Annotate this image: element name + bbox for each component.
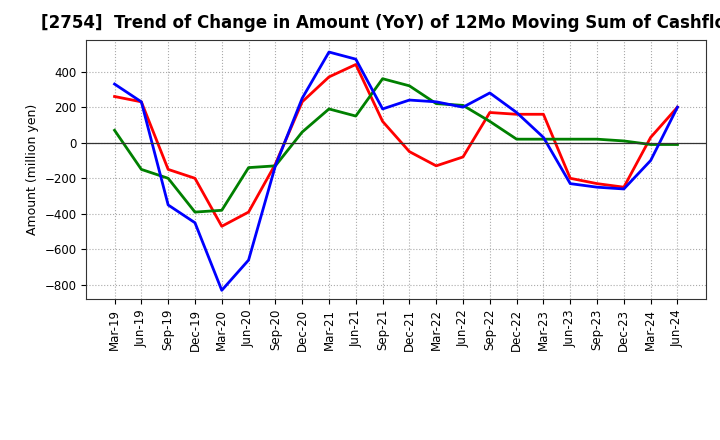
Operating Cashflow — [619, 184, 628, 190]
Y-axis label: Amount (million yen): Amount (million yen) — [26, 104, 39, 235]
Operating Cashflow — [673, 105, 682, 110]
Free Cashflow — [110, 81, 119, 87]
Free Cashflow — [539, 135, 548, 140]
Investing Cashflow — [513, 136, 521, 142]
Investing Cashflow — [244, 165, 253, 170]
Free Cashflow — [513, 110, 521, 115]
Free Cashflow — [191, 220, 199, 225]
Free Cashflow — [298, 95, 307, 101]
Operating Cashflow — [191, 176, 199, 181]
Operating Cashflow — [405, 149, 414, 154]
Operating Cashflow — [593, 181, 601, 186]
Line: Investing Cashflow: Investing Cashflow — [114, 79, 678, 212]
Free Cashflow — [593, 184, 601, 190]
Investing Cashflow — [673, 142, 682, 147]
Operating Cashflow — [271, 161, 279, 167]
Investing Cashflow — [539, 136, 548, 142]
Free Cashflow — [271, 163, 279, 169]
Free Cashflow — [647, 158, 655, 163]
Investing Cashflow — [351, 114, 360, 119]
Investing Cashflow — [298, 129, 307, 135]
Title: [2754]  Trend of Change in Amount (YoY) of 12Mo Moving Sum of Cashflows: [2754] Trend of Change in Amount (YoY) o… — [41, 15, 720, 33]
Free Cashflow — [432, 99, 441, 104]
Operating Cashflow — [432, 163, 441, 169]
Free Cashflow — [244, 257, 253, 263]
Line: Free Cashflow: Free Cashflow — [114, 52, 678, 290]
Operating Cashflow — [459, 154, 467, 160]
Operating Cashflow — [298, 99, 307, 104]
Operating Cashflow — [217, 224, 226, 229]
Free Cashflow — [566, 181, 575, 186]
Investing Cashflow — [271, 163, 279, 169]
Investing Cashflow — [432, 101, 441, 106]
Free Cashflow — [164, 202, 173, 208]
Investing Cashflow — [164, 176, 173, 181]
Free Cashflow — [378, 106, 387, 112]
Operating Cashflow — [351, 62, 360, 67]
Free Cashflow — [485, 90, 494, 95]
Operating Cashflow — [485, 110, 494, 115]
Free Cashflow — [673, 105, 682, 110]
Investing Cashflow — [110, 128, 119, 133]
Investing Cashflow — [137, 167, 145, 172]
Investing Cashflow — [405, 83, 414, 88]
Operating Cashflow — [566, 176, 575, 181]
Operating Cashflow — [325, 74, 333, 80]
Investing Cashflow — [325, 106, 333, 112]
Line: Operating Cashflow: Operating Cashflow — [114, 65, 678, 226]
Operating Cashflow — [513, 112, 521, 117]
Investing Cashflow — [619, 138, 628, 143]
Free Cashflow — [217, 288, 226, 293]
Free Cashflow — [459, 105, 467, 110]
Free Cashflow — [619, 186, 628, 191]
Investing Cashflow — [191, 209, 199, 215]
Investing Cashflow — [485, 119, 494, 124]
Investing Cashflow — [378, 76, 387, 81]
Operating Cashflow — [647, 135, 655, 140]
Operating Cashflow — [164, 167, 173, 172]
Free Cashflow — [137, 99, 145, 104]
Operating Cashflow — [110, 94, 119, 99]
Investing Cashflow — [647, 142, 655, 147]
Free Cashflow — [351, 56, 360, 62]
Operating Cashflow — [244, 209, 253, 215]
Investing Cashflow — [217, 208, 226, 213]
Operating Cashflow — [539, 112, 548, 117]
Investing Cashflow — [593, 136, 601, 142]
Investing Cashflow — [566, 136, 575, 142]
Free Cashflow — [325, 49, 333, 55]
Operating Cashflow — [137, 99, 145, 104]
Investing Cashflow — [459, 103, 467, 108]
Free Cashflow — [405, 97, 414, 103]
Operating Cashflow — [378, 119, 387, 124]
